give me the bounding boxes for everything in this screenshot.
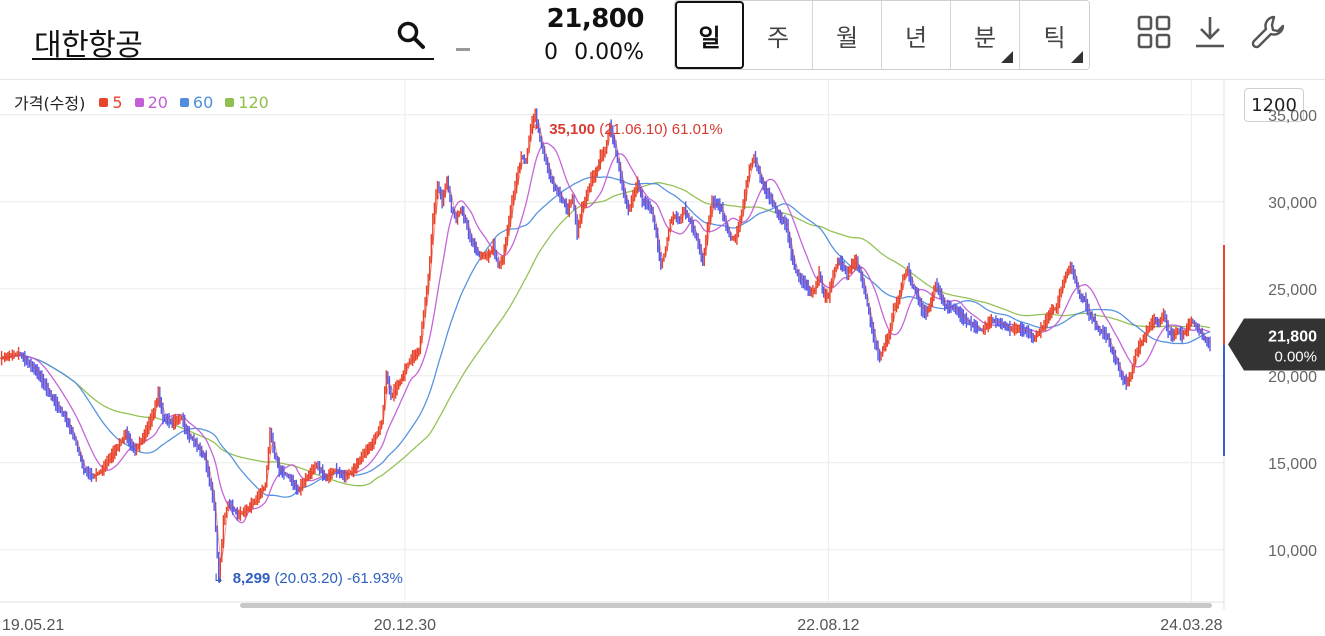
horizontal-scrollbar[interactable] bbox=[240, 603, 1212, 608]
period-tab-label: 틱 bbox=[1043, 23, 1066, 52]
search-icon[interactable] bbox=[396, 20, 426, 50]
annotation-text: 8,299 (20.03.20) -61.93% bbox=[233, 570, 403, 587]
period-tab-5[interactable]: 틱 bbox=[1020, 1, 1089, 69]
y-tick-label: 30,000 bbox=[1268, 195, 1317, 212]
legend-swatch bbox=[179, 97, 189, 107]
x-tick-label: 19.05.21 bbox=[2, 617, 64, 634]
price-change-pct: 0.00% bbox=[574, 40, 644, 65]
grid-icon[interactable] bbox=[1136, 14, 1172, 50]
legend-item-ma60[interactable]: 60 bbox=[179, 92, 214, 112]
legend-swatch bbox=[225, 97, 235, 107]
y-tick-label: 20,000 bbox=[1268, 369, 1317, 386]
legend-item-label: 20 bbox=[147, 92, 168, 112]
low-annotation: ↳ 8,299 (20.03.20) -61.93% bbox=[213, 570, 403, 587]
flat-indicator-dash bbox=[456, 48, 470, 51]
period-tab-4[interactable]: 분 bbox=[951, 1, 1020, 69]
y-tick-label: 35,000 bbox=[1268, 108, 1317, 125]
high-annotation: ↱ 35,100 (21.06.10) 61.01% bbox=[529, 121, 722, 138]
download-icon[interactable] bbox=[1192, 14, 1228, 50]
ma-line-120 bbox=[0, 182, 1211, 487]
period-tab-label: 년 bbox=[904, 23, 928, 52]
top-toolbar: 대한항공 21,800 0 0.00% 일 주 월 년 분 틱 bbox=[0, 0, 1325, 80]
x-tick-label: 24.03.28 bbox=[1160, 617, 1222, 634]
legend-item-label: 60 bbox=[192, 92, 214, 112]
current-price-tag-pct: 0.00% bbox=[1274, 348, 1317, 365]
period-tab-1[interactable]: 주 bbox=[744, 1, 813, 69]
legend-item-label: 120 bbox=[238, 92, 269, 112]
period-tab-2[interactable]: 월 bbox=[813, 1, 882, 69]
dropdown-corner-icon bbox=[1071, 51, 1083, 63]
period-tab-3[interactable]: 년 bbox=[882, 1, 951, 69]
arrow-up-icon: ↳ bbox=[213, 572, 224, 587]
current-price-tag bbox=[1228, 318, 1325, 371]
arrow-down-icon: ↱ bbox=[529, 123, 540, 138]
period-tab-label: 주 bbox=[766, 23, 790, 52]
ma-line-5 bbox=[0, 118, 1211, 561]
x-tick-label: 22.08.12 bbox=[797, 617, 859, 634]
annotation-text: 35,100 (21.06.10) 61.01% bbox=[549, 121, 722, 138]
y-tick-label: 15,000 bbox=[1268, 456, 1317, 473]
dropdown-corner-icon bbox=[1001, 51, 1013, 63]
period-tab-label: 월 bbox=[835, 23, 859, 52]
legend-price-label: 가격(수정) bbox=[14, 94, 86, 113]
current-price: 21,800 bbox=[546, 4, 645, 34]
legend-swatch bbox=[134, 97, 144, 107]
legend-item-ma20[interactable]: 20 bbox=[134, 92, 168, 112]
current-price-tag-value: 21,800 bbox=[1268, 328, 1317, 345]
stock-name-input[interactable]: 대한항공 bbox=[34, 28, 143, 63]
chart-legend: 가격(수정) 5 20 60 120 bbox=[14, 90, 281, 114]
price-change: 0 bbox=[544, 40, 558, 65]
scale-button[interactable]: 1200 bbox=[1244, 88, 1304, 122]
wrench-icon[interactable] bbox=[1250, 14, 1286, 50]
legend-item-ma5[interactable]: 5 bbox=[99, 92, 123, 112]
y-tick-label: 10,000 bbox=[1268, 543, 1317, 560]
search-box[interactable]: 대한항공 bbox=[32, 8, 434, 63]
legend-item-ma120[interactable]: 120 bbox=[225, 93, 269, 112]
ma-line-60 bbox=[0, 176, 1211, 498]
period-tab-label: 일 bbox=[698, 23, 721, 52]
period-tab-0[interactable]: 일 bbox=[675, 1, 744, 69]
legend-swatch bbox=[99, 97, 109, 107]
period-tab-label: 분 bbox=[973, 23, 997, 52]
x-tick-label: 20.12.30 bbox=[374, 617, 436, 634]
legend-item-label: 5 bbox=[112, 92, 123, 112]
y-tick-label: 25,000 bbox=[1268, 282, 1317, 299]
